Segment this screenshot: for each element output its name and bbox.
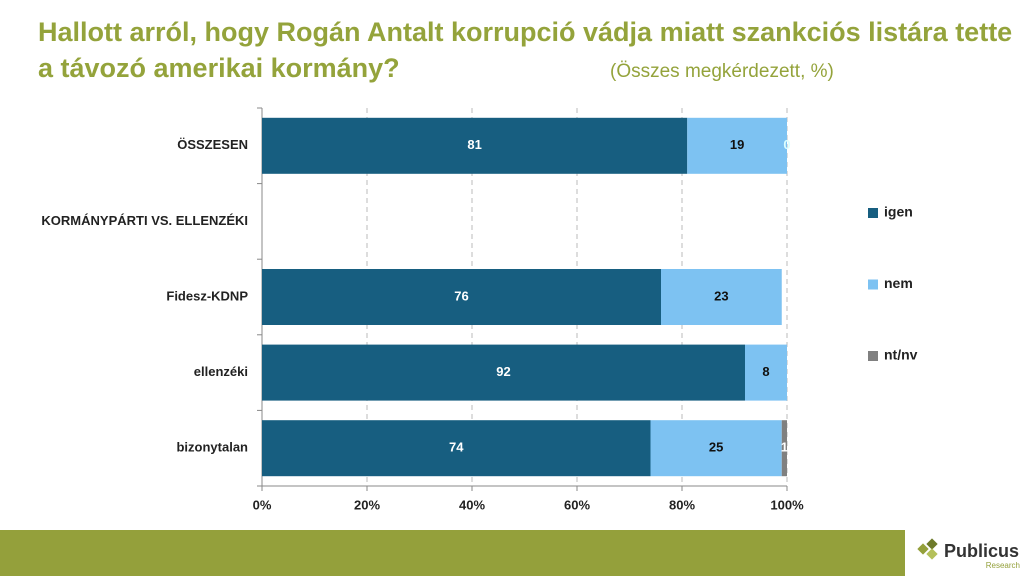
data-label: 0 bbox=[783, 137, 790, 152]
y-tick-label: KORMÁNYPÁRTI VS. ELLENZÉKI bbox=[41, 213, 248, 228]
x-tick-label: 60% bbox=[564, 497, 590, 512]
legend-swatch bbox=[868, 208, 878, 218]
bar-segment bbox=[745, 344, 787, 401]
data-label: 19 bbox=[730, 137, 744, 152]
data-label: 92 bbox=[496, 364, 510, 379]
bar-segment bbox=[262, 420, 651, 477]
y-tick-label: ÖSSZESEN bbox=[177, 137, 248, 152]
legend-label: igen bbox=[884, 204, 913, 220]
chart-subtitle: (Összes megkérdezett, %) bbox=[610, 61, 834, 82]
footer-band bbox=[0, 530, 905, 576]
x-tick-label: 0% bbox=[253, 497, 272, 512]
bar-segment bbox=[661, 269, 782, 325]
data-label: 74 bbox=[449, 440, 464, 455]
x-tick-label: 80% bbox=[669, 497, 695, 512]
data-label: 23 bbox=[714, 288, 728, 303]
data-label: 8 bbox=[762, 364, 769, 379]
bar-segment bbox=[781, 420, 787, 477]
bar-segment bbox=[262, 269, 661, 325]
logo-text: Publicus bbox=[944, 541, 1019, 561]
bar-segment bbox=[687, 117, 787, 174]
logo-sub: Research bbox=[986, 561, 1020, 570]
x-tick-label: 100% bbox=[770, 497, 804, 512]
legend-swatch bbox=[868, 279, 878, 290]
bar-segment bbox=[262, 344, 745, 401]
data-label: 76 bbox=[454, 288, 468, 303]
logo-icon bbox=[917, 538, 938, 560]
y-tick-label: Fidesz-KDNP bbox=[166, 288, 248, 303]
chart-title: Hallott arról, hogy Rogán Antalt korrupc… bbox=[38, 17, 1012, 83]
x-tick-label: 40% bbox=[459, 497, 485, 512]
data-label: 25 bbox=[709, 440, 723, 455]
legend-label: nt/nv bbox=[884, 347, 918, 363]
data-label: 1 bbox=[781, 440, 788, 455]
legend-swatch bbox=[868, 351, 878, 361]
bar-segment bbox=[650, 420, 782, 477]
data-label: 81 bbox=[467, 137, 481, 152]
legend-label: nem bbox=[884, 275, 913, 291]
x-tick-label: 20% bbox=[354, 497, 380, 512]
y-tick-label: bizonytalan bbox=[176, 440, 248, 455]
bar-segment bbox=[262, 117, 688, 174]
y-tick-label: ellenzéki bbox=[194, 364, 248, 379]
